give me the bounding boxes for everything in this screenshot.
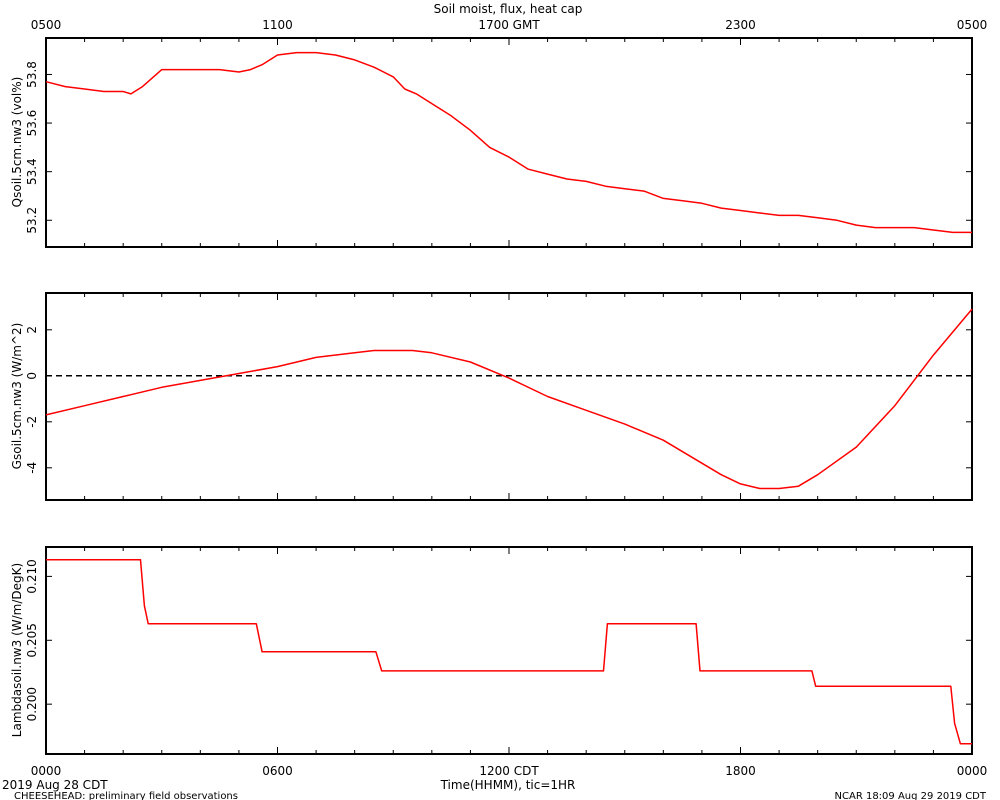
series-line (45, 51, 972, 234)
plot-frame (45, 546, 973, 755)
y-tick-label: 53.8 (25, 61, 39, 88)
plot-frame (45, 292, 973, 501)
top-time-tick-label: 1100 (262, 18, 293, 32)
top-time-tick-label: 0500 (31, 18, 62, 32)
bottom-time-tick-label: 0000 (957, 764, 988, 778)
top-time-tick-label: 2300 (725, 18, 756, 32)
x-axis-label: Time(HHMM), tic=1HR (440, 778, 576, 792)
y-tick-label: 53.2 (25, 207, 39, 234)
y-tick-label: 0.200 (25, 687, 39, 721)
top-time-tick-label: 1700 GMT (478, 18, 540, 32)
y-tick-label: -2 (25, 416, 39, 428)
footer-left-note: CHEESEHEAD: preliminary field observatio… (14, 791, 238, 800)
y-tick-label: -4 (25, 462, 39, 474)
y-axis-label: Qsoil.5cm.nw3 (vol%) (10, 77, 24, 208)
bottom-time-tick-label: 0000 (31, 764, 62, 778)
bottom-time-axis: 0000 0600 1200 CDT 1800 0000 (31, 764, 988, 778)
series-line (46, 559, 972, 745)
top-time-axis: 0500 1100 1700 GMT 2300 0500 (31, 18, 988, 32)
y-tick-label: 53.6 (25, 110, 39, 137)
top-time-tick-label: 0500 (957, 18, 988, 32)
bottom-time-tick-label: 1200 CDT (479, 764, 539, 778)
y-axis-label: Gsoil.5cm.nw3 (W/m^2) (10, 323, 24, 470)
chart-title: Soil moist, flux, heat cap (434, 2, 583, 16)
bottom-time-tick-label: 0600 (262, 764, 293, 778)
y-tick-label: 2 (25, 326, 39, 334)
y-tick-label: 0.210 (25, 559, 39, 593)
start-date-label: 2019 Aug 28 CDT (2, 778, 108, 792)
y-tick-label: 0.205 (25, 623, 39, 657)
y-tick-label: 0 (25, 372, 39, 380)
y-tick-label: 53.4 (25, 158, 39, 185)
footer-right-note: NCAR 18:09 Aug 29 2019 CDT (835, 791, 987, 800)
bottom-time-tick-label: 1800 (725, 764, 756, 778)
y-axis-label: Lambdasoil.nw3 (W/m/DegK) (10, 563, 24, 737)
series-line (45, 308, 973, 490)
